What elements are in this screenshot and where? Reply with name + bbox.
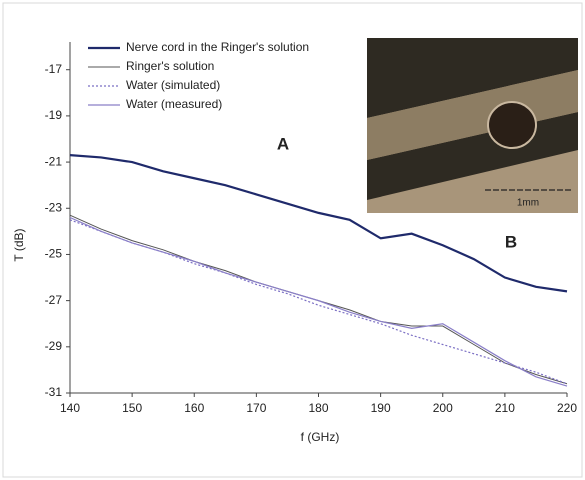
legend-label: Nerve cord in the Ringer's solution — [126, 40, 309, 54]
x-axis-label: f (GHz) — [301, 430, 340, 444]
x-tick-label: 220 — [557, 401, 577, 415]
y-tick-label: -21 — [45, 154, 63, 168]
series-line — [69, 154, 568, 293]
legend-label: Water (simulated) — [126, 78, 220, 92]
series-line — [69, 216, 568, 387]
y-tick-label: -17 — [45, 62, 63, 76]
legend-label: Ringer's solution — [126, 59, 214, 73]
x-tick-label: 200 — [433, 401, 453, 415]
y-tick-label: -25 — [45, 247, 63, 261]
inset-photo: 1mm — [367, 38, 578, 213]
y-tick-label: -31 — [45, 385, 63, 399]
y-axis-label: T (dB) — [12, 228, 26, 261]
annotation: B — [505, 232, 517, 251]
x-tick-label: 210 — [495, 401, 515, 415]
x-tick-label: 160 — [184, 401, 204, 415]
legend-label: Water (measured) — [126, 97, 222, 111]
scale-label: 1mm — [517, 198, 539, 209]
y-tick-label: -29 — [45, 339, 63, 353]
x-tick-label: 170 — [246, 401, 266, 415]
y-tick-label: -23 — [45, 200, 63, 214]
y-tick-label: -19 — [45, 108, 63, 122]
series-line — [69, 219, 568, 385]
x-tick-label: 150 — [122, 401, 142, 415]
x-tick-label: 190 — [371, 401, 391, 415]
annotation: A — [277, 134, 289, 153]
y-tick-label: -27 — [45, 293, 63, 307]
x-tick-label: 140 — [60, 401, 80, 415]
x-tick-label: 180 — [308, 401, 328, 415]
